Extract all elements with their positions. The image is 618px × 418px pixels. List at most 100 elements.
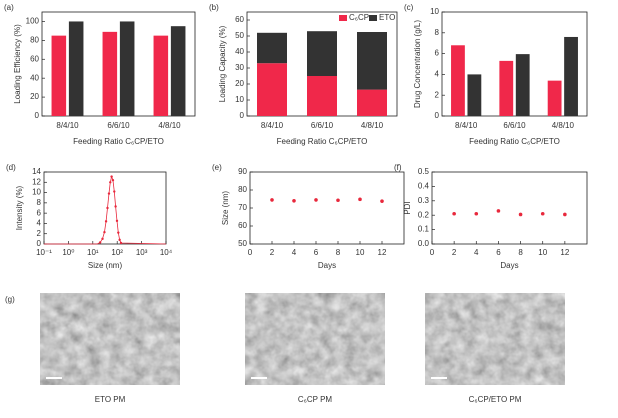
x-tick-label: 8/4/10 (455, 121, 478, 130)
bar (51, 35, 67, 116)
y-tick-label: 60 (238, 221, 247, 230)
point (115, 219, 119, 223)
bar-segment (257, 63, 287, 116)
x-tick-label: 10 (538, 248, 547, 257)
tem-image (40, 293, 180, 385)
y-tick-label: 12 (32, 177, 41, 186)
point (98, 241, 102, 244)
x-tick-label: 10² (111, 248, 123, 257)
y-tick-label: 40 (235, 47, 244, 56)
x-axis-title: Feeding Ratio C₆CP/ETO (73, 137, 164, 146)
y-tick-label: 10 (430, 7, 439, 16)
point (104, 220, 108, 223)
tem-image (425, 293, 565, 385)
x-tick-label: 10⁴ (160, 248, 173, 257)
y-tick-label: 90 (238, 167, 247, 176)
y-tick-label: 2 (37, 229, 42, 238)
bar (467, 74, 482, 116)
y-axis-title: Intensity (%) (15, 185, 24, 230)
panel-label: (e) (212, 163, 222, 172)
panel-label: (g) (5, 295, 15, 304)
image-caption: C₆CP/ETO PM (469, 395, 522, 404)
line (44, 175, 167, 245)
x-tick-label: 8/4/10 (56, 121, 79, 130)
panel-label: (a) (4, 3, 14, 12)
image-caption: C₆CP PM (298, 395, 333, 404)
x-tick-label: 4/8/10 (552, 121, 575, 130)
x-tick-label: 10¹ (87, 248, 99, 257)
bar (68, 21, 84, 117)
y-tick-label: 0 (37, 239, 42, 248)
y-tick-label: 0.3 (418, 196, 430, 205)
x-tick-label: 6 (314, 248, 319, 257)
y-tick-label: 2 (435, 90, 440, 99)
x-tick-label: 4/8/10 (158, 121, 181, 130)
panel-label: (b) (209, 3, 219, 12)
y-tick-label: 0.0 (418, 239, 430, 248)
x-tick-label: 2 (452, 248, 457, 257)
y-tick-label: 80 (238, 185, 247, 194)
point (113, 190, 116, 193)
bar (451, 45, 465, 116)
image-caption: ETO PM (95, 395, 126, 404)
point (117, 231, 120, 234)
bar (564, 36, 578, 116)
point (292, 199, 296, 203)
y-axis-title: PDI (403, 201, 412, 214)
y-tick-label: 0.2 (418, 210, 430, 219)
y-tick-label: 8 (435, 28, 440, 37)
bar (119, 21, 135, 117)
y-tick-label: 80 (30, 35, 39, 44)
y-tick-label: 50 (238, 239, 247, 248)
point (114, 205, 117, 208)
y-tick-label: 4 (37, 219, 42, 228)
y-tick-label: 6 (435, 49, 440, 58)
y-tick-label: 0 (35, 111, 40, 120)
x-tick-label: 8/4/10 (261, 121, 284, 130)
y-tick-label: 100 (26, 17, 40, 26)
bar (170, 26, 186, 117)
plot-frame (249, 171, 405, 245)
y-tick-label: 0 (435, 111, 440, 120)
point (103, 230, 106, 234)
point (452, 211, 456, 216)
x-tick-label: 10³ (136, 248, 148, 257)
x-tick-label: 6/6/10 (503, 121, 526, 130)
x-tick-label: 4/8/10 (361, 121, 384, 130)
x-tick-label: 0 (430, 248, 435, 257)
y-axis-title: Loading Capacity (%) (218, 25, 227, 102)
x-tick-label: 8 (518, 248, 523, 257)
x-tick-label: 10 (356, 248, 365, 257)
point (358, 197, 362, 202)
legend-swatch (369, 15, 377, 21)
point (101, 237, 104, 241)
point (118, 238, 121, 242)
point (110, 175, 113, 178)
x-tick-label: 6/6/10 (107, 121, 130, 130)
y-tick-label: 10 (235, 95, 244, 104)
bar-segment (357, 32, 387, 90)
legend-label: C₆CP (349, 13, 369, 22)
tem-image (245, 293, 385, 385)
point (540, 211, 545, 216)
panel-label: (c) (404, 3, 414, 12)
bar (515, 54, 530, 116)
x-tick-label: 12 (560, 248, 569, 257)
y-tick-label: 20 (30, 92, 39, 101)
bar-segment (257, 32, 287, 64)
point (106, 206, 109, 210)
point (270, 198, 274, 202)
point (496, 209, 501, 213)
y-axis-title: Drug Concentration (g/L) (413, 20, 422, 108)
x-tick-label: 8 (336, 248, 341, 257)
y-tick-label: 0.1 (418, 225, 430, 234)
y-tick-label: 60 (235, 15, 244, 24)
point (518, 212, 523, 217)
x-tick-label: 12 (378, 248, 387, 257)
bar (547, 80, 562, 116)
plot-frame (441, 11, 588, 117)
point (314, 198, 318, 202)
y-tick-label: 70 (238, 203, 247, 212)
bar-segment (357, 89, 387, 116)
